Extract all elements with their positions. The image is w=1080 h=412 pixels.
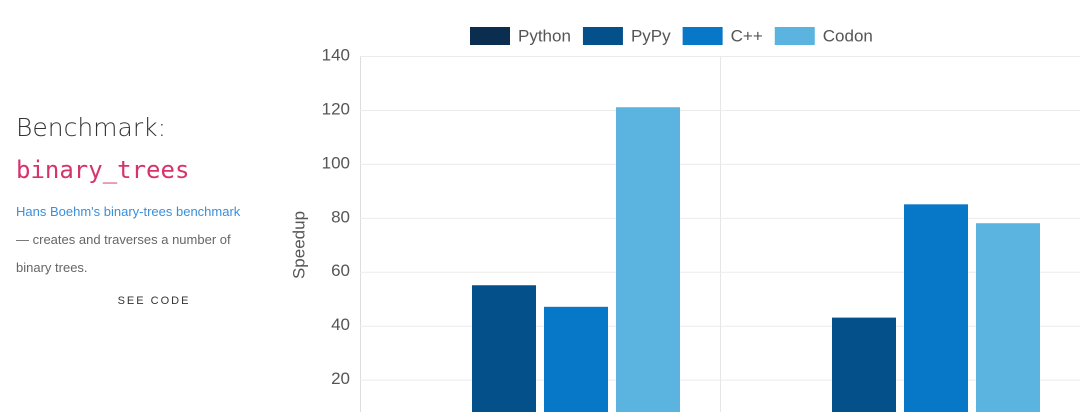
legend-label[interactable]: Codon	[823, 26, 873, 45]
y-tick-label: 140	[322, 45, 350, 64]
legend-label[interactable]: C++	[731, 26, 763, 45]
legend-label[interactable]: PyPy	[631, 26, 671, 45]
bar	[904, 204, 968, 412]
y-tick-label: 120	[322, 99, 350, 118]
y-tick-label: 100	[322, 153, 350, 172]
bar	[832, 317, 896, 412]
bar	[616, 107, 680, 412]
bar	[472, 285, 536, 412]
legend-swatch[interactable]	[682, 27, 723, 45]
y-axis-label: Speedup	[289, 211, 308, 279]
heading: Benchmark:	[16, 113, 167, 142]
description: binary trees.	[16, 260, 88, 275]
legend-swatch[interactable]	[470, 27, 510, 45]
see-code-button[interactable]: SEE CODE	[117, 295, 191, 307]
bar	[544, 306, 608, 412]
benchmark-name: binary_trees	[16, 156, 190, 184]
y-tick-label: 80	[331, 207, 350, 226]
y-tick-label: 20	[331, 369, 350, 388]
benchmark-link[interactable]: Hans Boehm's binary-trees benchmark	[16, 204, 241, 219]
legend-label[interactable]: Python	[518, 26, 571, 45]
bar	[976, 223, 1040, 412]
legend-swatch[interactable]	[774, 27, 815, 45]
y-tick-label: 40	[331, 315, 350, 334]
description: — creates and traverses a number of	[16, 232, 231, 247]
legend-swatch[interactable]	[582, 27, 623, 45]
y-tick-label: 60	[331, 261, 350, 280]
